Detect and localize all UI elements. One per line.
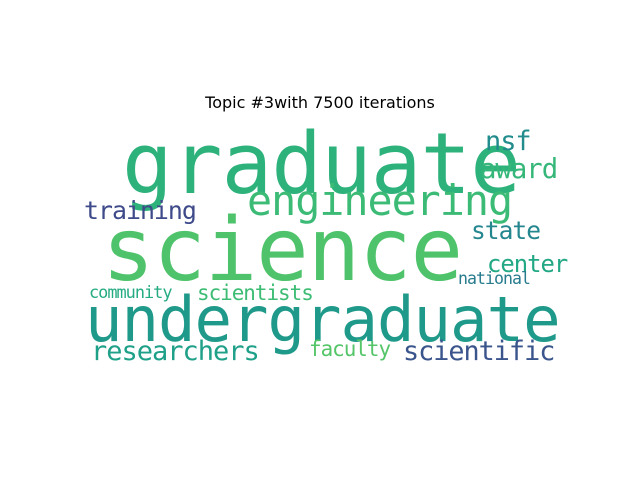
word-researchers: researchers [91,336,260,367]
word-nsf: nsf [485,126,532,157]
word-cloud: graduate science undergraduate engineeri… [80,117,575,370]
word-scientists: scientists [197,281,314,305]
word-community: community [89,282,173,302]
word-training: training [84,196,197,225]
word-state: state [471,216,541,245]
word-engineering: engineering [247,176,513,225]
word-scientific: scientific [403,336,555,367]
word-graduate: graduate [122,115,521,213]
word-center: center [487,250,568,278]
word-undergraduate: undergraduate [85,283,561,356]
word-faculty: faculty [309,337,391,361]
word-science: science [102,199,463,301]
word-award: award [480,154,558,185]
word-national: national [458,269,531,288]
chart-title: Topic #3with 7500 iterations [205,93,435,112]
